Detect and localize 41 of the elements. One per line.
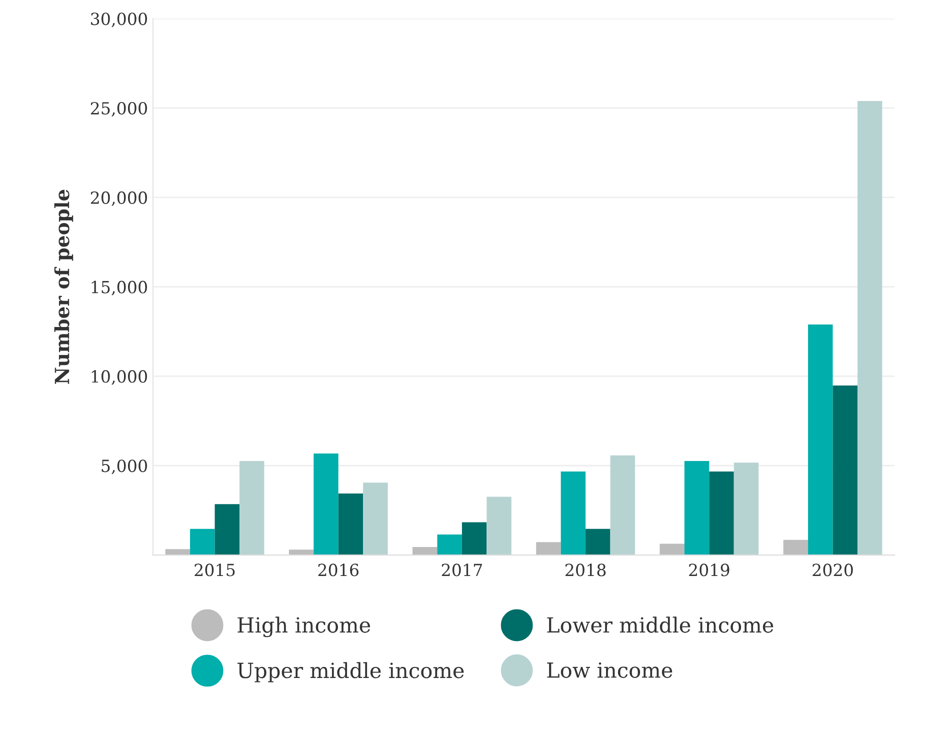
y-tick-label: 25,000 [90,102,147,117]
bar [412,546,438,556]
bar [363,482,388,556]
x-tick-label: 2020 [812,564,853,576]
y-tick-label: 5,000 [102,460,147,474]
bar [536,542,561,556]
bar [239,460,264,556]
bar [560,472,586,556]
bar [709,472,734,556]
x-tick-label: 2017 [442,564,482,576]
x-tick-label: 2016 [318,564,359,576]
y-tick-label: 30,000 [91,12,147,28]
bar [610,455,635,556]
x-tick-label: 2015 [194,564,235,576]
legend-label: High income [238,616,370,638]
bar [586,528,610,556]
y-axis-title: Number of people [54,190,74,384]
y-tick-label: 20,000 [90,191,147,206]
x-tick-label: 2019 [689,564,730,576]
bar [857,101,882,556]
bar [832,386,858,556]
bar [684,460,710,556]
legend-label: Upper middle income [238,662,464,682]
bar [288,550,314,556]
legend-label: Low income [547,662,672,678]
bar [338,494,364,556]
bar [660,544,684,556]
legend-label: Lower middle income [547,616,774,633]
bar [486,496,512,556]
y-tick-label: 10,000 [92,370,147,385]
bar [314,453,338,556]
y-tick-label: 15,000 [92,280,147,296]
x-tick-label: 2018 [565,564,606,576]
bar [734,462,759,556]
bar [165,549,190,556]
bar [190,528,215,556]
bar [462,522,487,556]
bar [214,504,240,556]
bar [437,534,462,556]
bar [808,324,833,556]
bar [783,540,808,556]
